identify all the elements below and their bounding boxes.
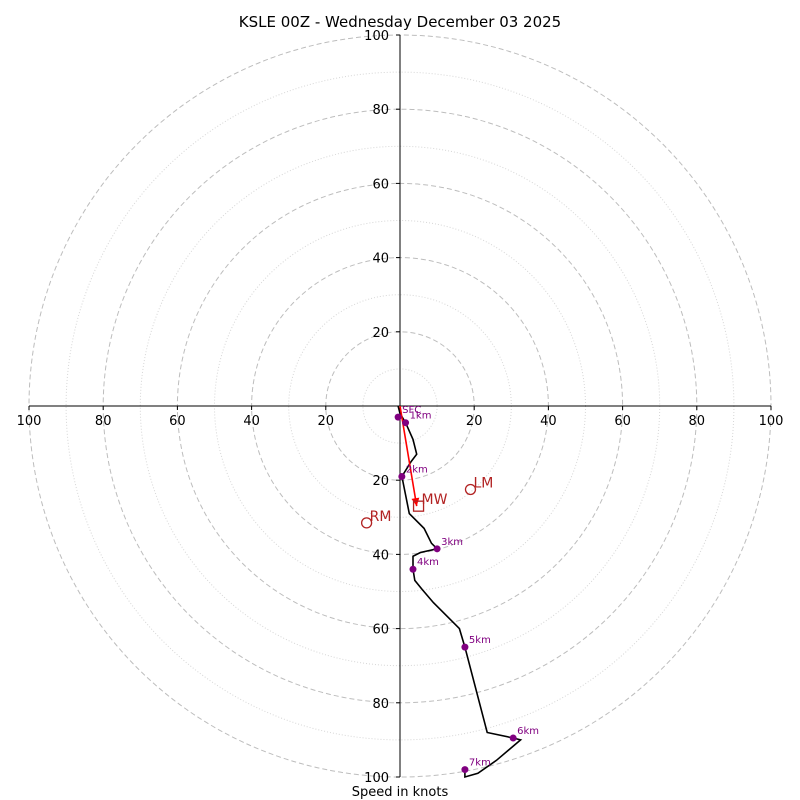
x-tick-label-left-40: 40 [243,414,260,429]
height-marker-label-6: 6km [517,726,539,737]
lm-label: LM [473,475,493,491]
y-tick-label-bottom-80: 80 [372,697,389,712]
tick-labels: 20 20 20 20 40 40 40 40 60 60 60 60 80 80 80 80 100 100 10… [17,29,784,786]
storm-motion-markers: LM RM MW [360,475,493,529]
x-tick-label-right-60: 60 [614,414,631,429]
height-marker-2 [398,472,406,480]
y-tick-label-bottom-40: 40 [372,548,389,563]
y-tick-label-top-80: 80 [372,103,389,118]
x-tick-label-right-20: 20 [466,414,483,429]
height-marker-0 [394,413,402,421]
height-marker-4 [409,565,417,573]
x-tick-label-left-80: 80 [95,414,112,429]
y-tick-label-top-20: 20 [372,326,389,341]
rm-marker [360,517,373,529]
y-tick-label-bottom-20: 20 [372,474,389,489]
lm-marker [464,483,477,496]
mw-label: MW [422,492,448,508]
y-tick-label-top-40: 40 [372,252,389,267]
x-tick-label-left-60: 60 [169,414,186,429]
y-tick-label-bottom-60: 60 [372,623,389,638]
height-marker-1 [402,419,410,427]
x-tick-label-right-100: 100 [759,414,784,429]
height-marker-7 [461,766,469,774]
shear-vector-arrowhead [411,497,420,507]
height-marker-label-2: 2km [406,464,428,475]
height-marker-label-0: SFC [402,405,421,416]
x-axis-label: Speed in knots [352,785,449,800]
mw-marker [412,500,425,512]
wind-profile [397,405,523,779]
height-marker-5 [461,643,469,651]
x-tick-label-right-40: 40 [540,414,557,429]
height-marker-3 [433,545,441,553]
y-tick-label-top-60: 60 [372,177,389,192]
height-marker-label-1: 1km [410,411,432,422]
height-marker-label-7: 7km [469,758,491,769]
x-tick-label-right-80: 80 [689,414,706,429]
height-marker-label-4: 4km [417,557,439,568]
x-tick-label-left-100: 100 [17,414,42,429]
y-tick-label-top-100: 100 [364,29,389,44]
chart-title: KSLE 00Z - Wednesday December 03 2025 [239,13,561,31]
height-marker-label-5: 5km [469,635,491,646]
height-marker-label-3: 3km [441,537,463,548]
x-tick-label-left-20: 20 [318,414,335,429]
wind-profile-line [397,405,523,779]
rm-label: RM [370,509,392,525]
height-marker-6 [509,734,517,742]
y-tick-label-bottom-100: 100 [364,771,389,786]
